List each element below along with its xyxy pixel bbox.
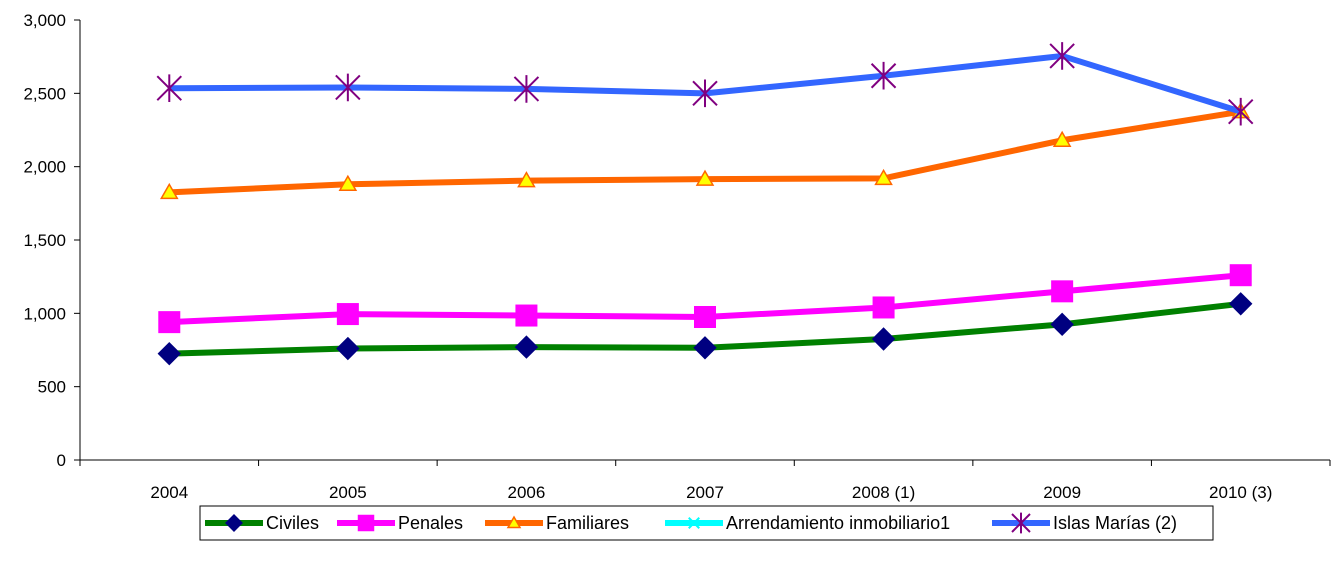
- legend-label: Islas Marías (2): [1053, 513, 1177, 533]
- legend-item: Familiares: [485, 513, 629, 533]
- series-islas-mar-as-2: [156, 42, 1254, 126]
- legend-label: Familiares: [546, 513, 629, 533]
- x-tick-label: 2005: [329, 483, 367, 502]
- data-point: [517, 171, 536, 188]
- legend-marker: [1011, 512, 1031, 534]
- legend-label: Civiles: [266, 513, 319, 533]
- legend-marker: [688, 517, 700, 529]
- legend-item: Islas Marías (2): [992, 512, 1177, 534]
- data-point: [1229, 292, 1253, 316]
- data-point: [1052, 130, 1072, 148]
- series-layer: [156, 42, 1254, 366]
- data-point: [692, 79, 718, 108]
- y-tick-label: 2,500: [23, 84, 66, 103]
- x-tick-label: 2010 (3): [1209, 483, 1272, 502]
- data-point: [695, 169, 715, 186]
- legend-item: Arrendamiento inmobiliario1: [665, 513, 950, 533]
- data-point: [871, 327, 896, 351]
- data-point: [1049, 42, 1075, 70]
- data-point: [694, 306, 716, 328]
- y-tick-label: 2,000: [23, 158, 66, 177]
- data-point: [336, 336, 360, 361]
- x-tick-label: 2009: [1043, 483, 1081, 502]
- data-point: [1228, 97, 1254, 126]
- data-point: [513, 75, 540, 103]
- data-point: [158, 311, 181, 334]
- data-point: [336, 303, 359, 326]
- y-tick-label: 1,000: [23, 304, 66, 323]
- data-point: [515, 304, 538, 327]
- data-point: [1051, 280, 1074, 303]
- chart-axes: 0 500 1,000 1,500 2,000 2,500 3,000 2004 2005 200…: [23, 11, 1331, 502]
- data-point: [693, 336, 717, 360]
- data-point: [1229, 264, 1252, 287]
- data-point: [1050, 312, 1074, 337]
- legend-label: Penales: [398, 513, 463, 533]
- legend-item: Civiles: [205, 513, 319, 533]
- legend-marker: [225, 514, 243, 532]
- series-civiles: [157, 292, 1253, 366]
- data-point: [514, 335, 539, 359]
- data-point: [338, 174, 358, 192]
- data-point: [335, 73, 361, 102]
- data-point: [870, 61, 897, 90]
- data-point: [874, 168, 893, 186]
- legend-marker: [506, 515, 522, 529]
- x-tick-label: 2008 (1): [852, 483, 915, 502]
- legend-item: Penales: [337, 513, 463, 533]
- series-familiares: [159, 102, 1251, 200]
- y-tick-label: 0: [57, 451, 66, 470]
- legend-label: Arrendamiento inmobiliario1: [726, 513, 950, 533]
- x-tick-label: 2004: [150, 483, 188, 502]
- data-point: [872, 296, 895, 319]
- data-point: [157, 341, 181, 366]
- legend-marker: [357, 514, 375, 532]
- y-tick-label: 500: [38, 378, 66, 397]
- series-penales: [158, 264, 1252, 334]
- y-tick-label: 1,500: [23, 231, 66, 250]
- x-tick-label: 2007: [686, 483, 724, 502]
- data-point: [156, 74, 182, 102]
- chart-legend: Civiles Penales Familiares Arrendamiento in…: [199, 505, 1214, 541]
- data-point: [159, 182, 179, 200]
- x-tick-label: 2006: [508, 483, 546, 502]
- y-tick-label: 3,000: [23, 11, 66, 30]
